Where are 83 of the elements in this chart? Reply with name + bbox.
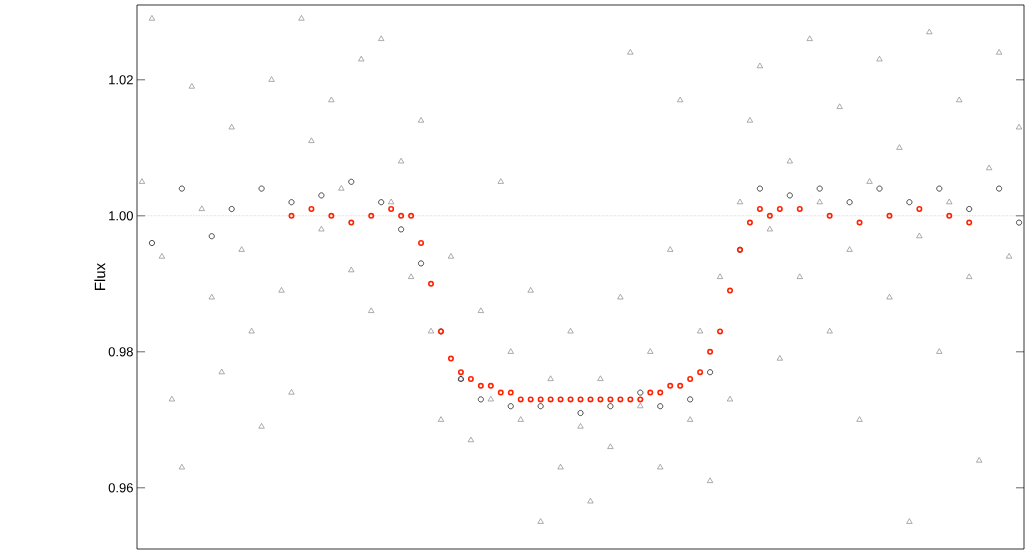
point <box>457 369 464 376</box>
point <box>906 199 913 206</box>
point <box>667 382 674 389</box>
y-tick-label: 0.96 <box>108 483 133 493</box>
point <box>687 396 694 403</box>
point <box>966 206 973 212</box>
point <box>428 280 435 287</box>
point <box>507 389 514 396</box>
point <box>637 396 644 403</box>
point <box>447 355 454 362</box>
point <box>756 206 763 212</box>
point <box>477 382 484 389</box>
point <box>527 396 534 403</box>
point <box>687 376 694 382</box>
point <box>537 396 544 403</box>
point <box>577 410 584 416</box>
point <box>408 212 415 219</box>
point <box>776 206 783 212</box>
point <box>946 212 953 219</box>
point <box>657 389 664 396</box>
point <box>657 403 664 410</box>
point <box>288 212 295 219</box>
point <box>826 212 833 219</box>
point <box>647 389 654 396</box>
point <box>557 396 564 403</box>
point <box>467 376 474 382</box>
point <box>607 396 614 403</box>
point <box>547 396 554 403</box>
point <box>996 185 1003 192</box>
point <box>727 287 733 294</box>
point <box>308 206 315 212</box>
point <box>876 185 883 192</box>
point <box>717 328 724 335</box>
point <box>677 382 684 389</box>
point <box>398 226 405 233</box>
point <box>487 382 494 389</box>
point <box>398 212 405 219</box>
point <box>786 192 793 199</box>
point <box>507 403 514 410</box>
point <box>348 219 355 226</box>
point <box>567 396 574 403</box>
y-tick-label: 0.98 <box>108 347 133 357</box>
point <box>208 233 215 240</box>
y-tick-label: 1.02 <box>109 75 133 85</box>
point <box>328 212 335 219</box>
point <box>318 192 325 199</box>
y-tick-label: 1.00 <box>109 211 133 221</box>
point <box>707 348 714 355</box>
point <box>746 219 753 226</box>
point <box>697 369 704 376</box>
point <box>388 206 395 212</box>
point <box>846 199 853 206</box>
point <box>707 369 714 376</box>
point <box>916 206 923 212</box>
point <box>886 212 893 219</box>
point <box>418 240 425 246</box>
point <box>597 396 604 403</box>
point <box>537 403 544 410</box>
point <box>178 185 185 192</box>
point <box>617 396 624 403</box>
point <box>288 199 295 206</box>
point <box>587 396 594 403</box>
point <box>228 206 235 212</box>
point <box>348 178 355 185</box>
point <box>796 206 803 212</box>
point <box>627 396 634 403</box>
point <box>497 389 504 396</box>
point <box>149 240 155 246</box>
point <box>477 396 484 403</box>
y-axis-title: Flux <box>94 262 106 290</box>
point <box>966 219 973 226</box>
point <box>637 389 644 396</box>
point <box>766 212 773 219</box>
point <box>517 396 524 403</box>
point <box>756 185 763 192</box>
point <box>936 185 943 192</box>
point <box>607 403 614 410</box>
point <box>378 199 385 206</box>
point <box>258 185 265 192</box>
point <box>816 185 823 192</box>
point <box>418 260 424 267</box>
point <box>368 212 375 219</box>
point <box>1016 219 1022 226</box>
